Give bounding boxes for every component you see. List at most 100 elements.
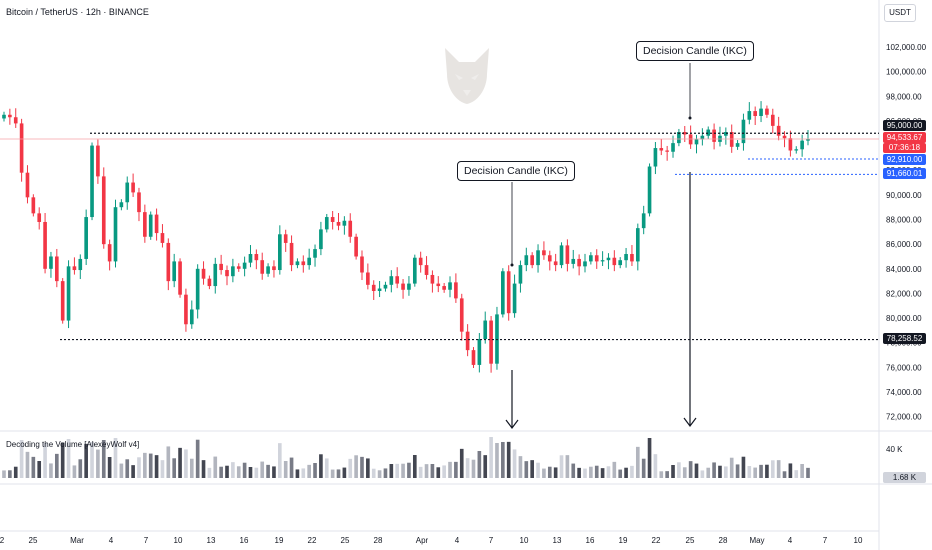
y-tick-label: 74,000.00 <box>886 388 922 397</box>
candle-body <box>330 217 335 222</box>
candle-body <box>430 274 435 284</box>
candle-body <box>583 261 587 267</box>
candle-body <box>459 298 464 332</box>
volume-axis-label: 40 K <box>886 445 903 454</box>
volume-bar <box>700 470 705 478</box>
x-tick-label: 10 <box>174 536 183 545</box>
candle-body <box>25 172 30 198</box>
candle-body <box>735 143 740 147</box>
candle-body <box>606 257 611 261</box>
volume-bar <box>213 456 218 478</box>
volume-bar <box>412 455 417 478</box>
x-tick-label: 25 <box>29 536 38 545</box>
currency-button[interactable]: USDT <box>884 4 916 22</box>
candle-body <box>72 266 77 271</box>
candle-body <box>559 245 564 266</box>
volume-bar <box>107 457 112 478</box>
candle-body <box>665 150 669 152</box>
candle-body <box>301 261 306 266</box>
candles-group <box>2 101 810 373</box>
volume-bar <box>430 464 435 478</box>
candle-body <box>31 197 36 214</box>
x-tick-label: 4 <box>455 536 460 545</box>
candle-body <box>589 255 593 262</box>
candle-body <box>189 309 194 325</box>
x-tick-label: 13 <box>553 536 562 545</box>
candle-body <box>571 258 576 264</box>
volume-bar <box>583 468 587 478</box>
candle-body <box>43 221 47 269</box>
volume-bar <box>800 464 804 478</box>
x-tick-label: 4 <box>109 536 114 545</box>
volume-bar <box>495 443 499 478</box>
candle-body <box>782 135 787 139</box>
volume-bar <box>671 465 675 478</box>
level-92910-tag: 92,910.00 <box>883 154 926 165</box>
volume-bar <box>90 442 94 478</box>
volume-bar <box>635 446 640 478</box>
volume-bar <box>706 467 711 478</box>
volume-bar <box>806 467 810 478</box>
candle-body <box>154 214 159 234</box>
candle-body <box>184 294 188 325</box>
candle-body <box>454 282 458 299</box>
volume-bar <box>624 467 628 478</box>
volume-bar <box>236 466 241 478</box>
volume-bar <box>465 458 470 478</box>
candle-body <box>37 213 42 222</box>
volume-bar <box>724 466 728 478</box>
volume-bar <box>201 460 206 478</box>
candle-body <box>694 139 699 145</box>
volume-bar <box>741 456 746 478</box>
candle-body <box>207 278 212 287</box>
volume-bar <box>371 468 376 478</box>
candle-body <box>700 135 705 140</box>
volume-bar <box>677 462 681 478</box>
volume-bar <box>336 469 341 478</box>
volume-bar <box>647 438 652 478</box>
candle-body <box>90 145 94 218</box>
volume-bar <box>729 457 734 478</box>
candle-body <box>283 234 288 243</box>
volume-bar <box>688 461 693 478</box>
candle-body <box>266 266 270 274</box>
candle-body <box>624 254 628 261</box>
y-tick-label: 102,000.00 <box>886 43 927 52</box>
candle-body <box>471 350 476 365</box>
volume-bar <box>753 467 758 478</box>
x-tick-label: 16 <box>240 536 249 545</box>
candle-body <box>677 132 681 144</box>
candle-body <box>383 284 388 289</box>
y-tick-label: 100,000.00 <box>886 68 927 77</box>
volume-bar <box>653 454 658 478</box>
candle-body <box>371 284 376 291</box>
candle-body <box>242 262 247 269</box>
volume-bar <box>471 459 476 478</box>
y-tick-label: 80,000.00 <box>886 314 922 323</box>
x-tick-label: 28 <box>719 536 728 545</box>
candle-body <box>724 132 728 136</box>
candle-body <box>448 282 452 290</box>
volume-bar <box>143 452 147 478</box>
volume-bar <box>13 466 18 478</box>
volume-bar <box>2 470 6 478</box>
volume-bar <box>49 463 53 478</box>
volume-bar <box>31 456 36 478</box>
candle-body <box>765 108 769 115</box>
volume-bar <box>354 455 358 478</box>
candle-body <box>319 229 323 250</box>
volume-bar <box>506 441 511 478</box>
candle-body <box>137 192 141 213</box>
volume-bar <box>489 437 493 478</box>
volume-bar <box>19 440 24 478</box>
volume-bar <box>577 467 581 478</box>
y-tick-label: 76,000.00 <box>886 363 922 372</box>
down-arrow-right-head <box>683 417 697 427</box>
y-tick-label: 90,000.00 <box>886 191 922 200</box>
candle-body <box>248 254 253 263</box>
y-tick-label: 84,000.00 <box>886 265 922 274</box>
candle-body <box>806 139 810 141</box>
volume-bar <box>565 455 570 478</box>
y-tick-label: 72,000.00 <box>886 413 922 422</box>
volume-bar <box>178 447 182 478</box>
